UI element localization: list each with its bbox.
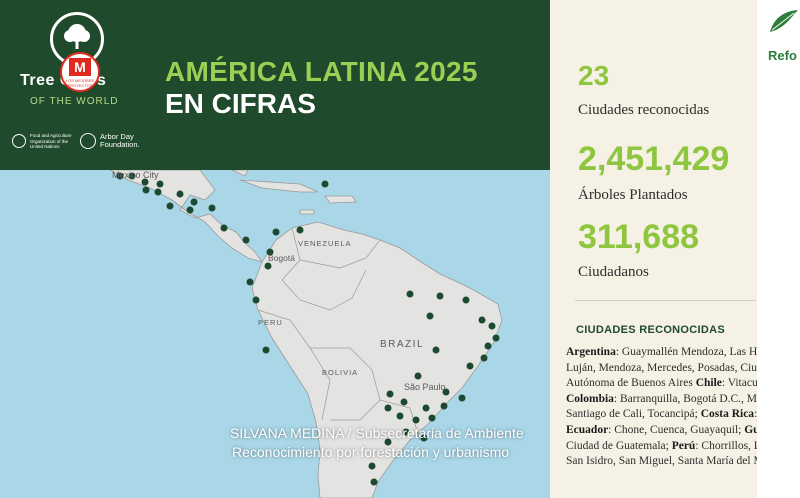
leaf-icon	[770, 10, 798, 32]
map-label-sao-paulo: São Paulo	[404, 382, 446, 392]
city-names: San Isidro, San Miguel, Santa María del …	[566, 455, 757, 468]
city-markers	[116, 172, 500, 486]
logo-subtitle: OF THE WORLD	[30, 96, 119, 107]
fao-icon	[12, 134, 26, 149]
city-names: : Barranquilla, Bogotá D.C., Medellín,	[613, 392, 757, 405]
city-names: Luján, Mendoza, Mercedes, Posadas, Ciuda…	[566, 361, 757, 374]
map-label-venezuela: VENEZUELA	[298, 239, 352, 248]
country-name: Colombia	[566, 392, 614, 405]
cuba-shape	[239, 179, 319, 193]
country-name: Chile	[695, 377, 722, 390]
arbor-day-icon	[80, 133, 96, 149]
fao-logo: Food and Agriculture Organization of the…	[12, 133, 78, 150]
cities-line: Argentina: Guaymallén Mendoza, Las Heras…	[566, 345, 757, 361]
stat-label-cities: Ciudades reconocidas	[578, 102, 710, 118]
south-america-shape	[251, 221, 503, 498]
city-names: : Chone, Cuenca, Guayaquil;	[608, 423, 745, 436]
stat-value-trees: 2,451,429	[578, 140, 730, 178]
title-line-1: AMÉRICA LATINA 2025	[165, 56, 478, 87]
stat-value-citizens: 311,688	[578, 218, 700, 256]
florida-shape	[231, 170, 249, 177]
cities-line: Luján, Mendoza, Mercedes, Posadas, Ciuda…	[566, 361, 757, 377]
brand-text: Refo	[768, 48, 797, 63]
badge-letter: M	[69, 58, 91, 76]
arbor-text: Arbor Day Foundation.	[100, 132, 140, 149]
cities-line: Autónoma de Buenos Aires Chile: Vitacura	[566, 376, 757, 392]
stat-value-cities: 23	[578, 60, 610, 91]
city-names: Santiago de Cali, Tocancipá;	[566, 408, 701, 421]
stat-label-citizens: Ciudadanos	[578, 264, 649, 280]
map-label-brazil: BRAZIL	[380, 339, 424, 350]
caption-line-1: SILVANA MEDINA / Subsecretaria de Ambien…	[230, 425, 524, 441]
country-name: Ecuador	[566, 423, 609, 436]
map-label-bolivia: BOLIVIA	[322, 368, 358, 377]
city-names: : Guaymallén Mendoza, Las Heras,	[615, 346, 757, 358]
city-names: : San José	[754, 408, 757, 421]
city-names: Autónoma de Buenos Aires	[566, 377, 696, 390]
map-svg: Mexico City VENEZUELA Bogotá PERU BRAZIL…	[109, 170, 503, 498]
country-name: Guatemala	[744, 423, 757, 436]
country-name: Argentina	[566, 346, 616, 358]
mexico-shape	[109, 170, 263, 263]
map-label-mexico: Mexico City	[112, 170, 159, 180]
city-names: : Chorrillos, Lima,	[695, 439, 757, 452]
map-label-bogota: Bogotá	[268, 253, 295, 263]
cities-list: Argentina: Guaymallén Mendoza, Las Heras…	[566, 345, 757, 495]
cities-line: San Isidro, San Miguel, Santa María del …	[566, 454, 757, 470]
tree-icon	[64, 24, 90, 49]
city-names: Ciudad de Guatemala;	[566, 439, 672, 452]
title-line-2: EN CIFRAS	[165, 88, 316, 119]
country-name: Costa Rica	[700, 408, 755, 421]
city-names: : Vitacura	[721, 377, 757, 390]
map-label-peru: PERU	[258, 318, 283, 327]
right-strip	[757, 0, 800, 498]
arbor-day-logo: Arbor Day Foundation.	[80, 133, 170, 149]
cities-line: Ciudad de Guatemala; Perú: Chorrillos, L…	[566, 439, 757, 455]
fao-text: Food and Agriculture Organization of the…	[30, 133, 72, 149]
hispaniola-shape	[324, 195, 357, 204]
badge-text: LOS MEJORES PROYECTOS	[65, 78, 95, 88]
cities-heading: CIUDADES RECONOCIDAS	[576, 324, 726, 336]
country-name: Perú	[671, 439, 696, 452]
media-badge: M LOS MEJORES PROYECTOS	[60, 52, 100, 92]
stat-label-trees: Árboles Plantados	[578, 187, 688, 203]
video-caption: SILVANA MEDINA / Subsecretaria de Ambien…	[230, 424, 524, 462]
divider	[575, 300, 757, 301]
cities-line: Colombia: Barranquilla, Bogotá D.C., Med…	[566, 392, 757, 408]
caption-line-2: Reconocimiento por forestación y urbanis…	[232, 444, 510, 460]
latin-america-map: Mexico City VENEZUELA Bogotá PERU BRAZIL…	[0, 170, 550, 498]
cities-line: Santiago de Cali, Tocancipá; Costa Rica:…	[566, 407, 757, 423]
small-island	[299, 209, 315, 215]
header-panel: Tree Cities M LOS MEJORES PROYECTOS OF T…	[0, 0, 550, 170]
cities-line: Ecuador: Chone, Cuenca, Guayaquil; Guate…	[566, 423, 757, 439]
